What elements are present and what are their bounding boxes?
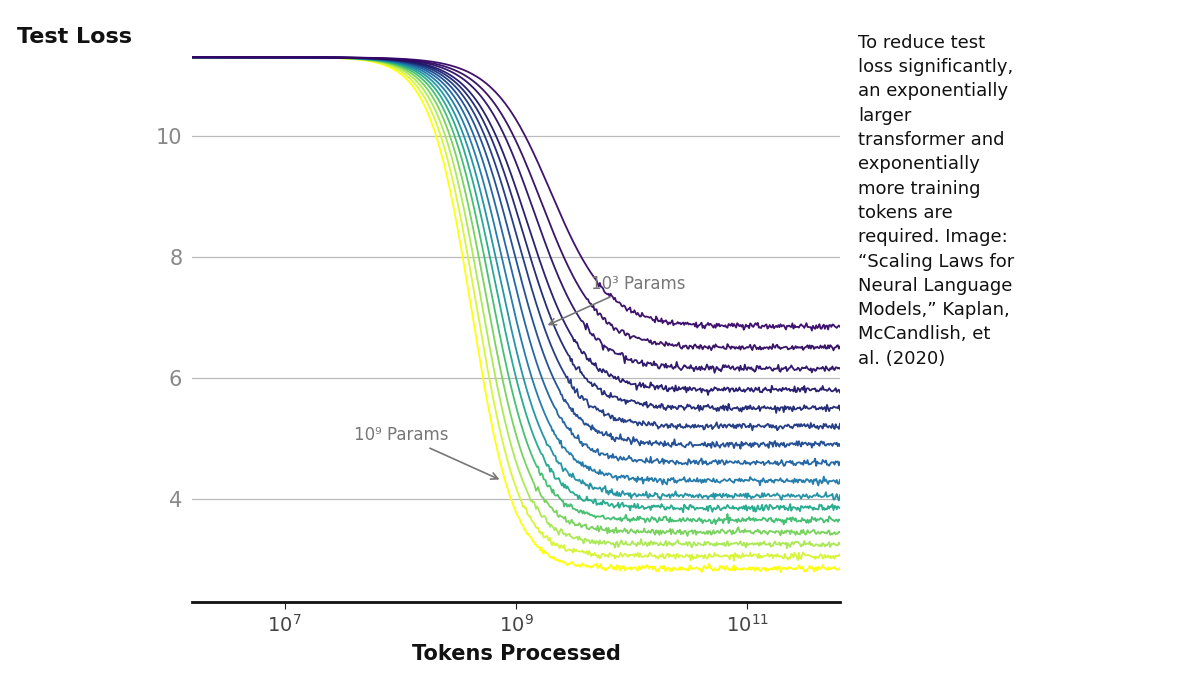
Text: 10³ Params: 10³ Params	[550, 275, 685, 324]
Text: To reduce test
loss significantly,
an exponentially
larger
transformer and
expon: To reduce test loss significantly, an ex…	[858, 34, 1014, 368]
X-axis label: Tokens Processed: Tokens Processed	[412, 644, 620, 664]
Text: 10⁹ Params: 10⁹ Params	[354, 427, 498, 479]
Text: Test Loss: Test Loss	[17, 27, 132, 47]
